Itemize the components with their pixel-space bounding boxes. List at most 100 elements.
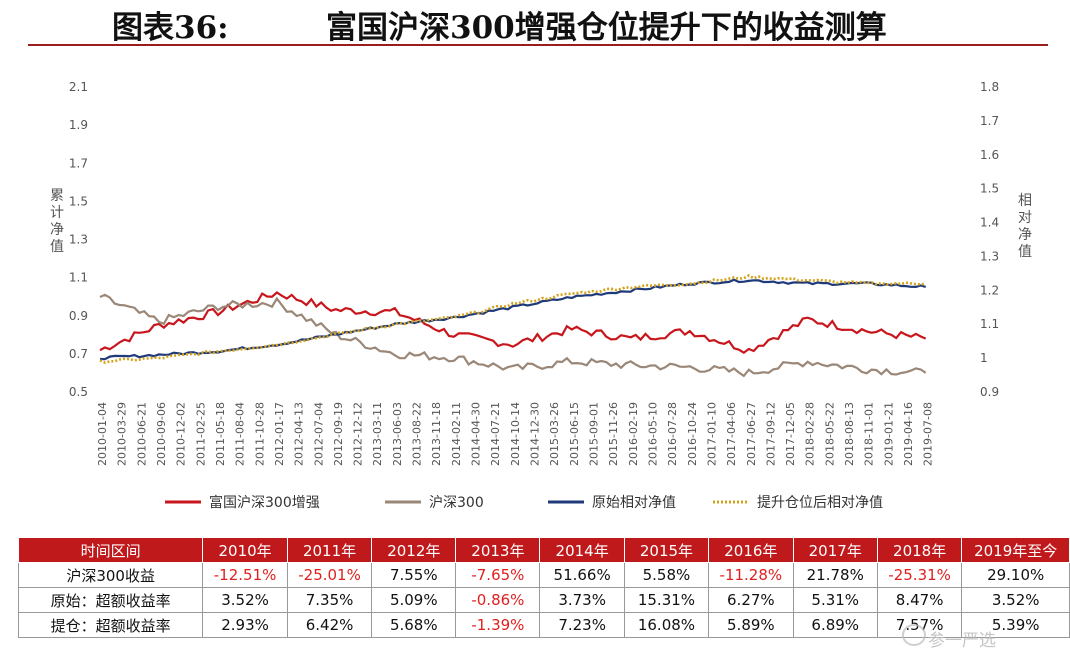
x-tick-label: 2012-04-13 [293,402,306,466]
right-tick-label: 0.9 [980,385,999,399]
left-tick-label: 1.5 [69,194,88,208]
x-tick-label: 2010-12-02 [175,402,188,466]
x-tick-label: 2017-04-06 [725,402,738,466]
column-header: 2012年 [371,537,457,563]
x-tick-label: 2014-12-30 [529,402,542,466]
x-tick-label: 2013-03-11 [371,402,384,466]
column-header: 2019年至今 [961,537,1070,563]
right-tick-label: 1.1 [980,317,999,331]
line-chart: 0.5 0.7 0.9 1.1 1.3 1.5 1.7 1.9 2.1 0.9 1 1.1 1.2 1.… [50,80,1032,511]
x-tick-label: 2012-12-12 [352,402,365,466]
x-tick-label: 2016-02-19 [627,402,640,466]
x-tick-label: 2017-01-10 [705,402,718,466]
x-tick-label: 2012-01-17 [273,402,286,466]
x-tick-label: 2010-06-21 [135,402,148,466]
table-cell: 51.66% [539,562,625,588]
x-tick-label: 2011-08-04 [234,402,247,466]
right-axis: 0.9 1 1.1 1.2 1.3 1.4 1.5 1.6 1.7 1.8 [980,80,999,399]
left-tick-label: 0.7 [69,347,88,361]
table-cell: -0.86% [455,587,541,613]
table-cell: 2.93% [202,612,288,638]
x-tick-label: 2017-09-12 [764,402,777,466]
column-header: 2011年 [286,537,373,563]
table-cell: 6.89% [792,612,878,638]
column-header: 2010年 [202,537,288,563]
legend-label: 富国沪深300增强 [209,494,320,511]
right-tick-label: 1.5 [980,182,999,196]
table-cell: 15.31% [623,587,710,613]
table-cell: 3.73% [539,587,625,613]
x-tick-label: 2015-03-26 [548,402,561,466]
right-tick-label: 1.4 [980,216,999,230]
table-cell: 3.52% [961,587,1070,613]
x-tick-label: 2014-04-30 [470,402,483,466]
wechat-icon [902,624,926,646]
right-tick-label: 1.3 [980,249,999,263]
x-tick-label: 2019-01-21 [882,402,895,466]
table-cell: -25.31% [876,562,963,588]
column-header: 2013年 [455,537,541,563]
x-tick-label: 2012-07-04 [312,402,325,466]
x-tick-label: 2015-09-01 [587,402,600,466]
legend-label: 提升仓位后相对净值 [757,495,883,511]
row-label: 原始：超额收益率 [17,587,204,613]
x-tick-label: 2014-02-11 [450,402,463,466]
table-cell: 6.27% [708,587,794,613]
x-tick-label: 2013-06-03 [391,402,404,466]
figure-number: 图表36: [112,10,229,46]
right-tick-label: 1.8 [980,80,999,94]
x-tick-label: 2011-10-28 [253,402,266,466]
table-body: 沪深300收益 -12.51% -25.01% 7.55% -7.65% 51.66% 5.… [17,562,1070,638]
watermark: 参一严选 [928,631,996,651]
x-tick-label: 2018-11-01 [863,402,876,466]
returns-table: 时间区间 2010年 2011年 2012年 2013年 2014年 2015年 2016年 2… [17,537,1070,638]
table-cell: 5.09% [371,587,457,613]
left-tick-label: 1.3 [69,233,88,247]
table-cell: -1.39% [455,612,541,638]
table-cell: 7.35% [286,587,373,613]
x-axis: 2010-01-04 2010-03-29 2010-06-21 2010-09-06… [96,402,935,466]
x-tick-label: 2018-08-13 [843,402,856,466]
x-tick-label: 2017-12-05 [784,402,797,466]
x-tick-label: 2013-08-22 [411,402,424,466]
x-tick-label: 2010-01-04 [96,402,109,466]
right-axis-label: 相对净值 [1018,193,1032,260]
table-cell: 29.10% [961,562,1070,588]
column-header: 2015年 [623,537,710,563]
table-cell: 16.08% [623,612,710,638]
chart-title: 富国沪深300增强仓位提升下的收益测算 [326,10,887,46]
table-cell: 21.78% [792,562,878,588]
row-label: 沪深300收益 [17,562,204,588]
title-bar: 图表36: 富国沪深300增强仓位提升下的收益测算 [0,0,1070,46]
legend-label: 原始相对净值 [592,495,676,511]
row-label: 提仓：超额收益率 [17,612,204,638]
left-tick-label: 1.7 [69,156,88,170]
table-cell: 5.68% [371,612,457,638]
column-header: 2014年 [539,537,625,563]
x-tick-label: 2016-07-28 [666,402,679,466]
table-cell: -25.01% [286,562,373,588]
left-tick-label: 1.9 [69,118,88,132]
table-row: 沪深300收益 -12.51% -25.01% 7.55% -7.65% 51.66% 5.… [17,562,1070,588]
table-cell: -12.51% [202,562,288,588]
left-tick-label: 0.9 [69,309,88,323]
x-tick-label: 2014-07-21 [489,402,502,466]
x-tick-label: 2015-11-26 [607,402,620,466]
x-tick-label: 2013-11-18 [430,402,443,466]
column-header: 2018年 [876,537,963,563]
table-cell: 7.55% [371,562,457,588]
x-tick-label: 2018-05-22 [823,402,836,466]
right-tick-label: 1.2 [980,283,999,297]
legend: 富国沪深300增强 沪深300 原始相对净值 提升仓位后相对净值 [165,494,883,511]
x-tick-label: 2011-02-25 [194,402,207,466]
table-cell: 6.42% [286,612,373,638]
left-tick-label: 1.1 [69,271,88,285]
table-row: 提仓：超额收益率 2.93% 6.42% 5.68% -1.39% 7.23% 16.08%… [17,612,1070,638]
right-tick-label: 1 [980,351,988,365]
column-header: 2017年 [792,537,878,563]
x-tick-label: 2017-06-27 [745,402,758,466]
column-header: 2016年 [708,537,794,563]
x-tick-label: 2019-04-16 [902,402,915,466]
series-layer [99,274,927,378]
right-tick-label: 1.7 [980,114,999,128]
